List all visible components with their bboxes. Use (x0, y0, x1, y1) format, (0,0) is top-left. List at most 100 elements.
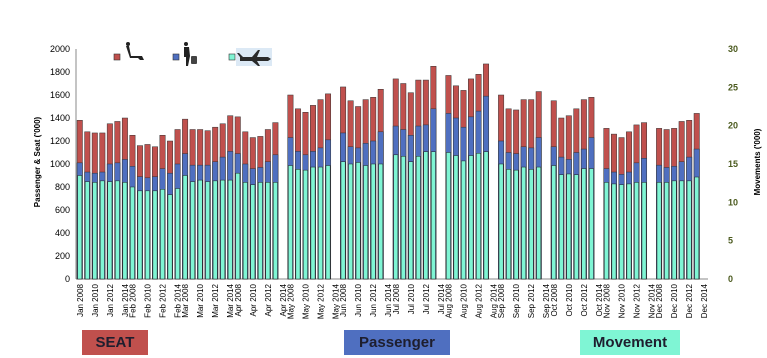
x-tick-label: Aug 2012 (475, 283, 484, 318)
bar-movement (581, 168, 587, 280)
bar-movement (446, 152, 451, 280)
x-tick-label: Dec 2008 (655, 283, 664, 318)
bar-movement (513, 169, 519, 280)
bar-movement (92, 182, 98, 280)
bar-movement (679, 180, 685, 280)
right-axis: 0 5 10 15 20 25 30 (728, 44, 738, 284)
y2-tick-label: 20 (728, 121, 738, 131)
bar-movement (197, 179, 203, 280)
bar-movement (295, 169, 301, 280)
bar-movement (227, 179, 233, 280)
y2-tick-label: 0 (728, 274, 733, 284)
x-tick-label: Apr 2014 (279, 283, 288, 316)
y2-tick-label: 10 (728, 197, 738, 207)
x-tick-label: Apr 2012 (264, 283, 273, 316)
legend-box-passenger: Passenger (344, 330, 450, 355)
y-tick-label: 1000 (50, 159, 70, 169)
y2-tick-label: 30 (728, 44, 738, 54)
bar-movement (363, 165, 369, 280)
legend-label-seat: SEAT (95, 334, 135, 351)
bar-movement (694, 176, 700, 280)
x-tick-label: Aug 2010 (459, 283, 468, 318)
bar-movement (115, 180, 120, 280)
x-tick-label: May 2014 (332, 283, 341, 319)
legend-box-movement: Movement (580, 330, 680, 355)
aircraft-icon (228, 48, 272, 66)
x-tick-label: Jul 2014 (437, 283, 446, 314)
bar-movement (303, 169, 308, 280)
bar-movement (145, 190, 150, 280)
bar-movement (340, 161, 346, 280)
bar-movement (671, 180, 677, 280)
y-tick-label: 0 (65, 274, 70, 284)
bar-movement (476, 153, 481, 280)
bar-movement (182, 175, 188, 280)
bar-movement (220, 179, 226, 280)
bar-movement (122, 182, 128, 280)
x-tick-label: Nov 2012 (633, 283, 642, 318)
bar-movement (461, 160, 466, 280)
bar-movement (84, 181, 90, 280)
y-tick-label: 2000 (50, 44, 70, 54)
bar-movement (212, 180, 218, 280)
x-tick-label: Sep 2014 (542, 283, 551, 318)
bar-movement (167, 194, 173, 280)
x-tick-label: Sep 2010 (512, 283, 521, 318)
bar-movement (257, 182, 263, 280)
bar-movement (453, 155, 459, 280)
bars (76, 63, 708, 280)
x-tick-label: Nov 2008 (602, 283, 611, 318)
x-tick-label: Oct 2010 (565, 283, 574, 316)
bar-movement (235, 172, 241, 280)
legend-label-movement: Movement (592, 334, 668, 351)
x-tick-label: Jun 2012 (369, 283, 378, 316)
bar-movement (415, 156, 421, 280)
x-tick-label: Mar 2014 (226, 283, 235, 317)
x-tick-label: Feb 2014 (174, 283, 183, 317)
x-tick-label: Jun 2014 (384, 283, 393, 316)
x-tick-label: Oct 2012 (580, 283, 589, 316)
bar-movement (483, 151, 489, 280)
bar-movement (242, 182, 248, 280)
legend (113, 42, 272, 66)
x-tick-label: May 2012 (317, 283, 326, 319)
x-tick-label: Sep 2008 (497, 283, 506, 318)
bar-movement (641, 182, 647, 280)
y-tick-label: 600 (55, 205, 70, 215)
x-tick-label: Jan 2012 (106, 283, 115, 316)
bar-movement (656, 182, 662, 280)
bar-movement (551, 165, 557, 280)
bar-movement (536, 166, 542, 280)
bar-movement (310, 166, 316, 280)
legend-box-seat: SEAT (82, 330, 148, 355)
y-tick-label: 1400 (50, 113, 70, 123)
bar-movement (325, 165, 331, 280)
bar-movement (664, 182, 669, 280)
y2-tick-label: 25 (728, 82, 738, 92)
bar-movement (686, 180, 692, 280)
y-tick-label: 200 (55, 251, 70, 261)
bar-movement (250, 184, 256, 280)
x-tick-label: Sep 2012 (527, 283, 536, 318)
x-tick-label: Dec 2012 (685, 283, 694, 318)
bar-movement (370, 163, 376, 280)
x-tick-label: Feb 2010 (143, 283, 152, 317)
x-tick-label: Oct 2014 (595, 283, 604, 316)
bar-movement (190, 181, 195, 280)
passenger-icon (172, 42, 197, 66)
x-tick-label: Nov 2010 (617, 283, 626, 318)
bar-movement (348, 163, 353, 280)
bar-movement (273, 182, 278, 280)
bar-movement (468, 155, 474, 280)
x-tick-label: Jul 2010 (407, 283, 416, 314)
x-tick-label: Oct 2008 (550, 283, 559, 316)
bar-movement (137, 190, 143, 280)
x-tick-label: Feb 2012 (159, 283, 168, 317)
bar-movement (130, 186, 135, 280)
bar-movement (566, 173, 572, 280)
y-tick-label: 400 (55, 228, 70, 238)
x-tick-label: Feb 2008 (128, 283, 137, 317)
bar-movement (604, 182, 609, 280)
